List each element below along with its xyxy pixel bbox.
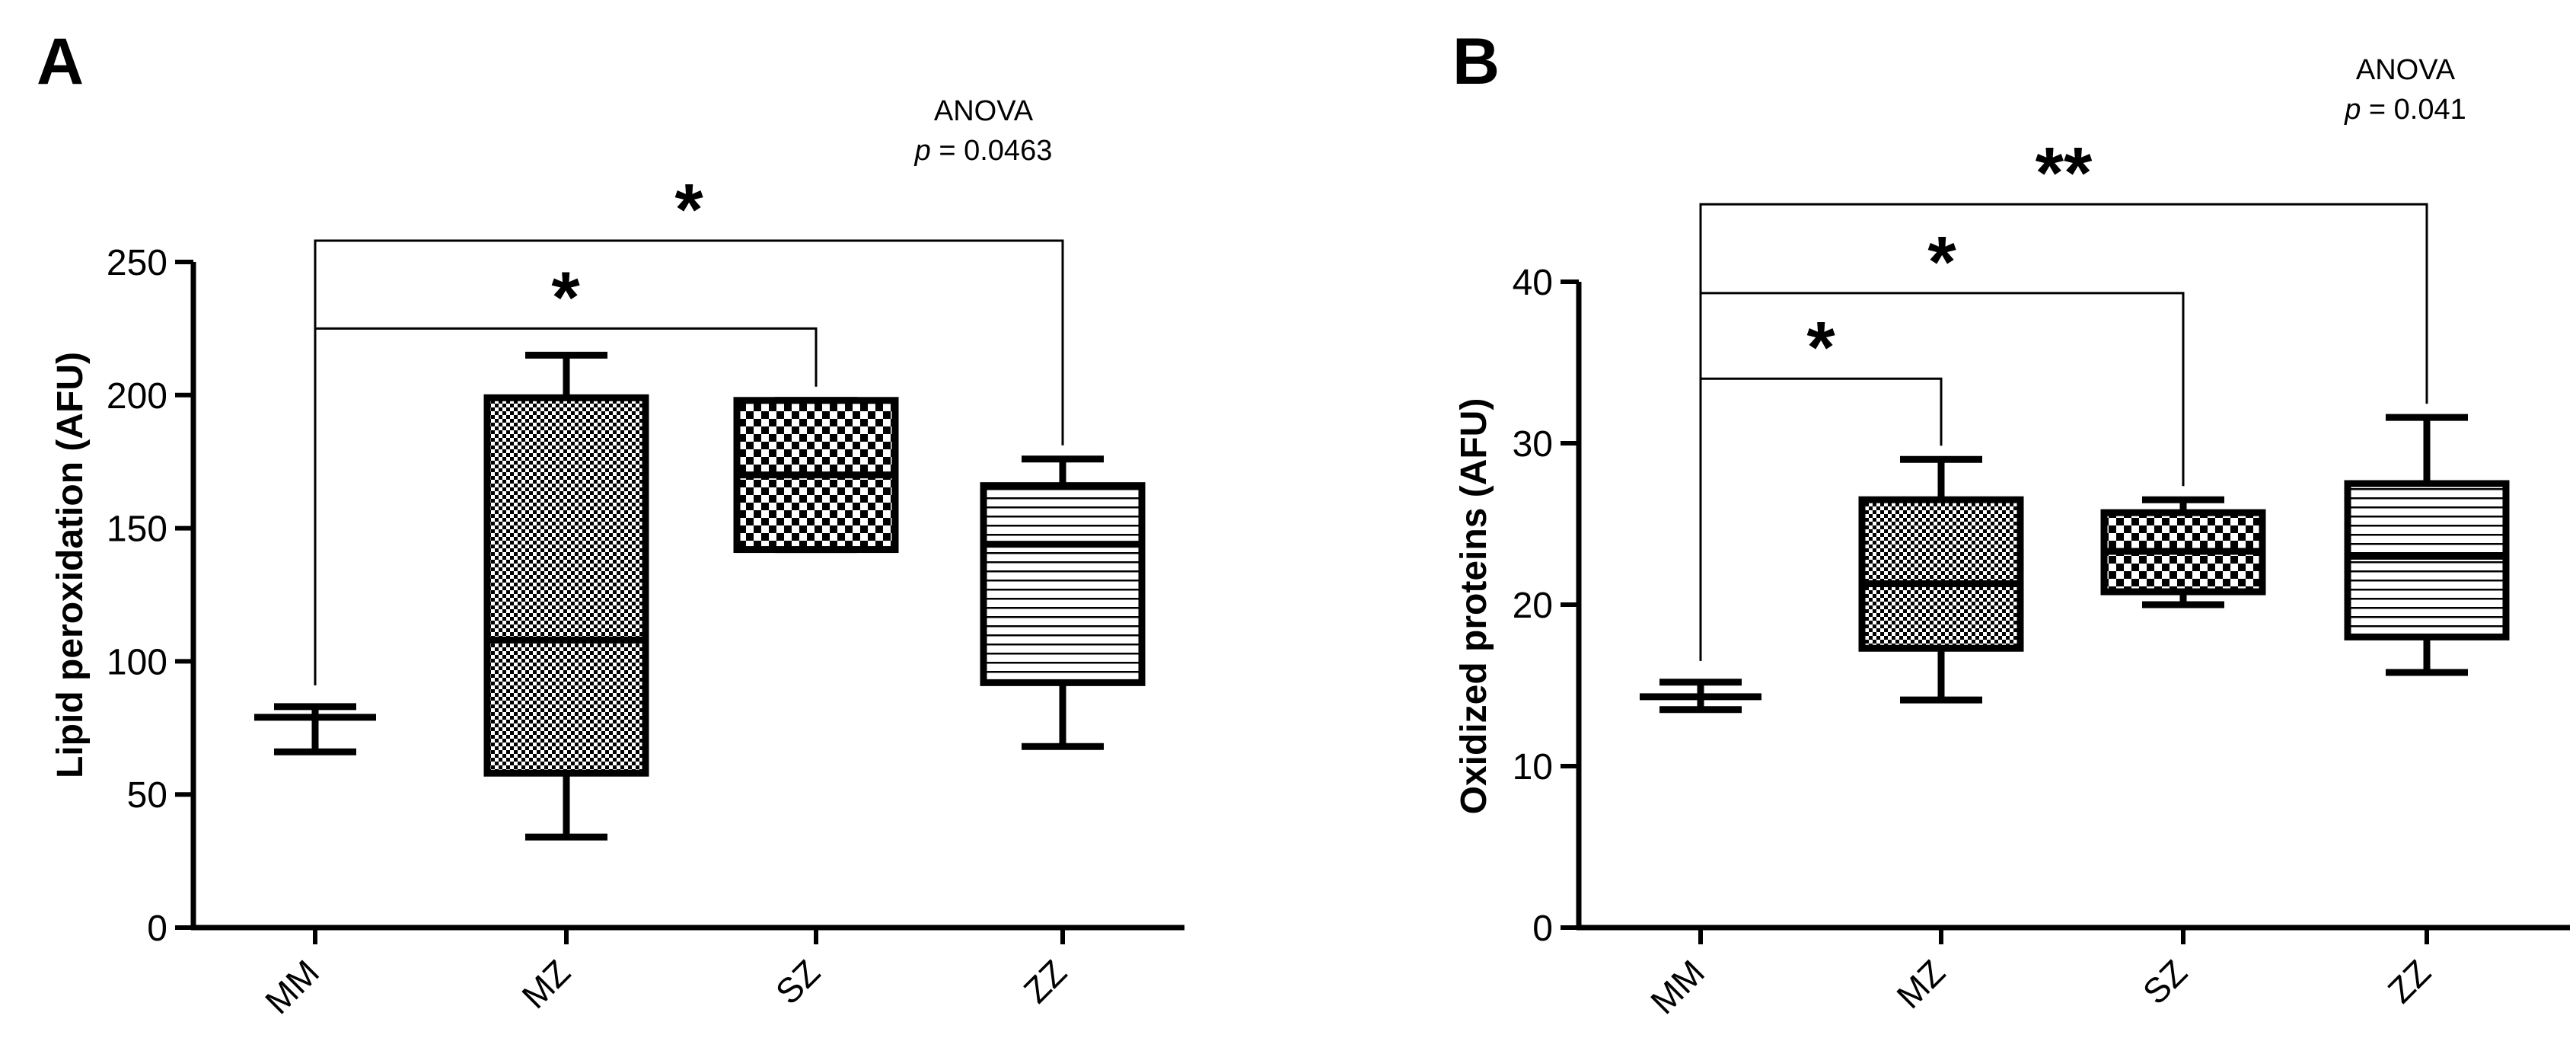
panel-b-sig-mm-mz-label: * [1806, 307, 1835, 388]
panel-b-x-tick-label-zz: ZZ [2380, 952, 2439, 1011]
panel-b-sig-mm-zz-label: ** [2036, 133, 2093, 214]
panel-a-y-axis-title: Lipid peroxidation (AFU) [50, 352, 91, 778]
panel-b-x-tick-label-mm: MM [1643, 952, 1712, 1021]
panel-a-sig-mm-zz-label: * [674, 169, 703, 251]
panel-a-y-tick-label-250: 250 [107, 243, 167, 283]
panel-b-y-tick-label-20: 20 [1513, 586, 1553, 626]
panel-a-zz-box [980, 482, 1146, 686]
panel-b-x-tick-label-mz: MZ [1889, 952, 1953, 1016]
panel-a-x-tick-label-zz: ZZ [1016, 952, 1075, 1011]
panel-b-anova-p: p = 0.041 [2344, 94, 2466, 126]
panel-b-sig-mm-sz-label: * [1927, 222, 1956, 303]
panel-a-y-tick-label-200: 200 [107, 376, 167, 417]
panel-a-sig-mm-zz-bracket [314, 239, 1064, 685]
panel-a-x-tick-label-mm: MM [257, 952, 327, 1021]
panel-a: A ANOVA p = 0.0463 Lipid peroxidation (A… [37, 25, 1184, 1021]
panel-b-y-tick-label-30: 30 [1513, 424, 1553, 465]
panel-b-y-axis-title: Oxidized proteins (AFU) [1454, 398, 1494, 815]
panel-b: B ANOVA p = 0.041 Oxidized proteins (AFU… [1452, 25, 2570, 1021]
panel-a-anova-label: ANOVA [934, 95, 1034, 127]
panel-b-zz-box [2344, 480, 2510, 640]
panel-b-letter: B [1452, 25, 1500, 98]
panel-b-y-tick-label-40: 40 [1513, 263, 1553, 303]
panel-b-anova-label: ANOVA [2356, 54, 2456, 86]
panel-a-mz-box [483, 394, 649, 777]
panel-a-y-tick-label-0: 0 [147, 909, 167, 949]
panel-a-y-tick-label-100: 100 [107, 642, 167, 682]
panel-a-x-tick-label-sz: SZ [768, 952, 827, 1011]
panel-a-y-tick-label-50: 50 [127, 775, 167, 816]
panel-a-y-tick-label-150: 150 [107, 509, 167, 550]
panel-b-mz-box [1858, 496, 2024, 652]
panel-a-anova-p: p = 0.0463 [914, 135, 1053, 167]
panel-a-x-tick-label-mz: MZ [514, 952, 578, 1016]
panel-b-x-tick-label-sz: SZ [2135, 952, 2195, 1011]
panel-b-sig-mm-zz-bracket [1699, 203, 2428, 661]
panel-b-y-tick-label-10: 10 [1513, 747, 1553, 787]
panel-b-y-tick-label-0: 0 [1532, 909, 1553, 949]
panel-a-sig-mm-sz-label: * [551, 257, 580, 338]
panel-a-letter: A [37, 25, 84, 98]
